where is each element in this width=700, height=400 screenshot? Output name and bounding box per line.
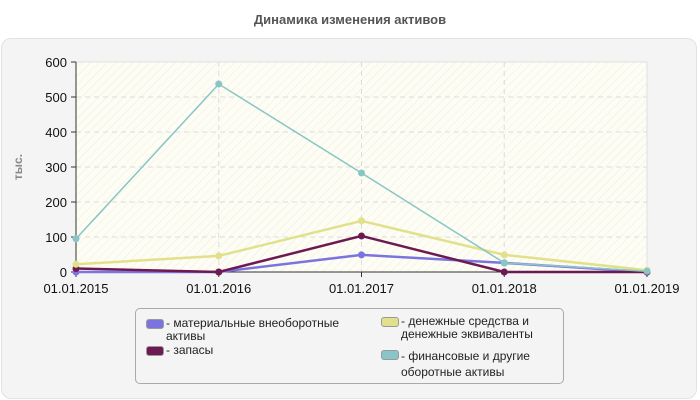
data-point[interactable] [72, 235, 80, 243]
legend-item-financial-assets[interactable]: - финансовые и другие оборотные активы [381, 348, 530, 380]
x-tick-label: 01.01.2019 [614, 281, 679, 296]
data-point[interactable] [215, 80, 223, 88]
y-tick-label: 500 [45, 90, 67, 105]
legend-swatch [381, 317, 399, 327]
legend-swatch [146, 319, 164, 329]
x-tick-label: 01.01.2018 [472, 281, 537, 296]
data-point[interactable] [215, 252, 223, 260]
data-point[interactable] [643, 267, 651, 275]
axes: 0 100 200 300 400 500 600 01.01.2015 01.01.2016 0… [43, 55, 679, 296]
legend-swatch [146, 346, 164, 356]
x-tick-label: 01.01.2017 [329, 281, 394, 296]
series-lines [72, 80, 651, 276]
y-tick-label: 100 [45, 230, 67, 245]
y-tick-label: 200 [45, 195, 67, 210]
x-tick-label: 01.01.2015 [43, 281, 108, 296]
y-tick-label: 400 [45, 125, 67, 140]
data-point[interactable] [358, 251, 365, 259]
y-tick-label: 300 [45, 160, 67, 175]
legend-item-inventory[interactable]: - запасы [146, 344, 213, 357]
data-point[interactable] [215, 268, 223, 276]
data-point[interactable] [72, 260, 80, 268]
legend-item-cash[interactable]: - денежные средства и денежные эквивален… [381, 315, 533, 341]
data-point[interactable] [500, 259, 508, 267]
legend-swatch [381, 350, 399, 360]
data-point[interactable] [500, 268, 508, 276]
x-tick-label: 01.01.2016 [186, 281, 251, 296]
data-point[interactable] [358, 169, 365, 177]
y-tick-label: 0 [60, 265, 67, 280]
legend: - материальные внеоборотные активы - зап… [135, 308, 564, 384]
legend-item-tangible-assets[interactable]: - материальные внеоборотные активы [146, 317, 339, 343]
data-point[interactable] [358, 232, 365, 240]
chart-title: Динамика изменения активов [253, 12, 447, 27]
y-axis-label: тыс. [11, 154, 25, 180]
data-point[interactable] [500, 251, 508, 259]
y-tick-label: 600 [45, 55, 67, 70]
data-point[interactable] [358, 217, 365, 225]
